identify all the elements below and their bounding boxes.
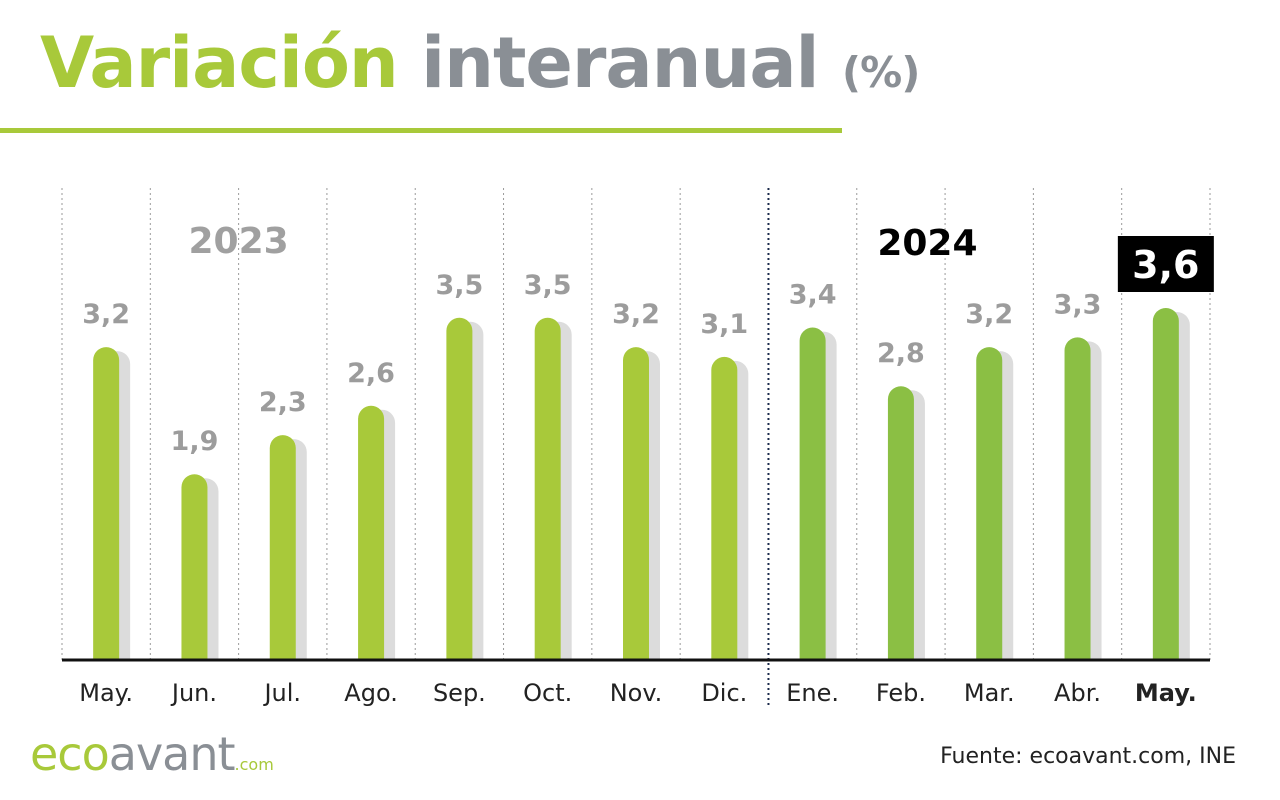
value-label: 2,8	[877, 338, 925, 369]
value-label: 2,3	[259, 387, 307, 418]
x-tick-label: May.	[79, 679, 133, 707]
value-label-highlight: 3,6	[1132, 243, 1199, 287]
bar	[623, 347, 649, 660]
source-note: Fuente: ecoavant.com, INE	[940, 744, 1236, 769]
bar	[269, 435, 296, 660]
x-tick-label: Ene.	[786, 679, 839, 707]
x-tick-label: Abr.	[1054, 679, 1101, 707]
title-part-interanual: interanual	[421, 22, 819, 104]
value-label: 3,5	[435, 270, 483, 301]
x-tick-label: Feb.	[876, 679, 926, 707]
value-label: 3,5	[524, 270, 572, 301]
bar	[711, 356, 738, 660]
value-label: 3,2	[82, 299, 130, 330]
ecoavant-logo: ecoavant.com	[30, 727, 274, 781]
x-tick-label: Oct.	[523, 679, 572, 707]
bar	[358, 405, 385, 660]
x-tick-label: Ago.	[344, 679, 398, 707]
bar	[1152, 308, 1179, 660]
bar	[1064, 337, 1091, 660]
highlight-box	[1117, 236, 1214, 292]
x-tick-label: Mar.	[964, 679, 1015, 707]
bar	[534, 317, 561, 660]
x-tick-label: Jun.	[170, 679, 217, 707]
chart-title: Variación interanual (%)	[40, 22, 920, 104]
bar	[93, 347, 120, 660]
bar	[887, 386, 914, 660]
year-label-2023: 2023	[189, 221, 289, 262]
x-tick-label: Sep.	[433, 679, 486, 707]
x-tick-label: Dic.	[701, 679, 747, 707]
x-tick-label: Jul.	[262, 679, 301, 707]
value-label: 3,3	[1054, 289, 1102, 320]
title-part-percent: (%)	[841, 48, 920, 97]
title-underline	[0, 128, 842, 133]
bar	[446, 317, 473, 660]
value-label: 2,6	[347, 358, 395, 389]
value-label: 1,9	[171, 426, 219, 457]
value-label: 3,2	[965, 299, 1013, 330]
x-tick-label: Nov.	[610, 679, 663, 707]
x-tick-label: May.	[1135, 679, 1197, 707]
value-label: 3,2	[612, 299, 660, 330]
bar	[799, 327, 826, 660]
value-label: 3,4	[789, 280, 837, 311]
title-part-variacion: Variación	[40, 22, 399, 104]
year-label-2024: 2024	[877, 223, 977, 264]
bar	[181, 474, 208, 660]
bar	[976, 347, 1003, 660]
value-label: 3,1	[700, 309, 748, 340]
